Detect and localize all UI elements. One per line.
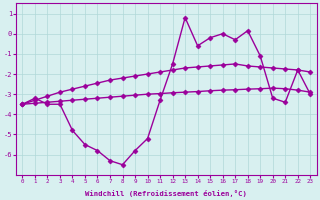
X-axis label: Windchill (Refroidissement éolien,°C): Windchill (Refroidissement éolien,°C): [85, 190, 247, 197]
